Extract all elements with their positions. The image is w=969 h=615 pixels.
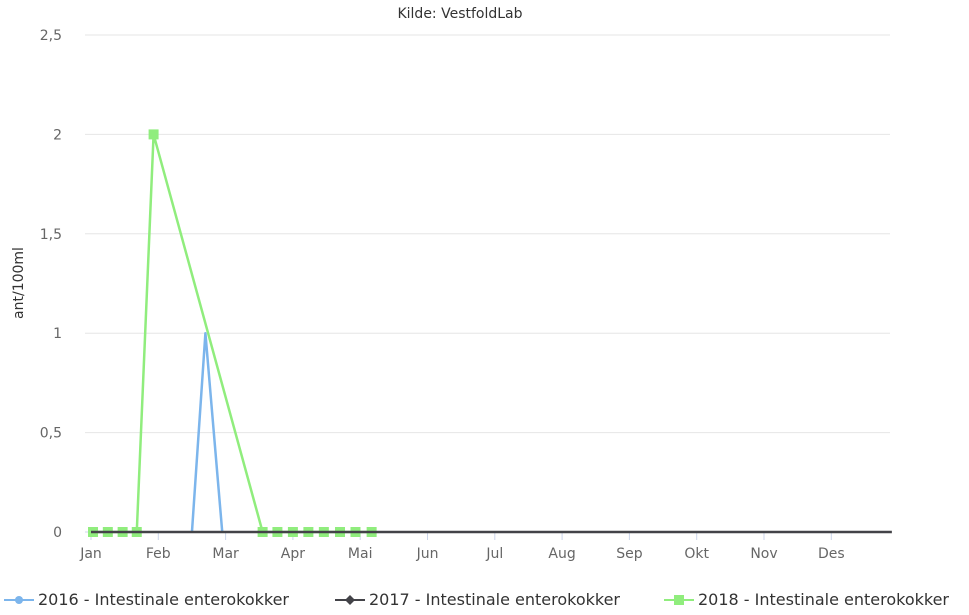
legend-diamond-marker-icon [335,594,365,605]
x-tick-label: Mar [212,546,239,562]
data-point-marker [148,129,159,140]
y-tick-label: 1 [53,326,62,342]
legend-item-2018[interactable]: 2018 - Intestinale enterokokker [664,590,949,609]
y-tick-label: 2 [53,127,62,143]
x-tick-label: Feb [146,546,171,562]
legend-circle-marker-icon [4,595,34,604]
chart-title: Kilde: VestfoldLab [397,6,523,22]
series-line-0 [190,331,224,533]
legend-label-2018: 2018 - Intestinale enterokokker [698,590,949,609]
x-tick-label: Jul [485,546,503,562]
x-tick-label: Mai [348,546,373,562]
legend-label-2016: 2016 - Intestinale enterokokker [38,590,289,609]
y-tick-label: 1,5 [40,227,62,243]
legend-square-marker-icon [664,594,694,605]
x-tick-label: Okt [684,546,709,562]
y-tick-label: 0 [53,525,62,541]
plot-area: 0 0,5 1 1,5 2 2,5 Jan Feb Mar Apr Mai Jun Jul Aug Sep O… [40,28,892,562]
legend: 2016 - Intestinale enterokokker 2017 - I… [0,590,969,612]
x-tick-label: Apr [281,546,305,562]
legend-label-2017: 2017 - Intestinale enterokokker [369,590,620,609]
legend-item-2017[interactable]: 2017 - Intestinale enterokokker [335,590,620,609]
x-tick-label: Jan [79,546,102,562]
x-tick-label: Nov [750,546,777,562]
x-tick-label: Des [818,546,845,562]
x-tick-label: Sep [616,546,643,562]
y-tick-label: 2,5 [40,28,62,44]
legend-item-2016[interactable]: 2016 - Intestinale enterokokker [4,590,289,609]
y-tick-label: 0,5 [40,426,62,442]
x-tick-label: Jun [416,546,439,562]
x-tick-label: Aug [548,546,575,562]
